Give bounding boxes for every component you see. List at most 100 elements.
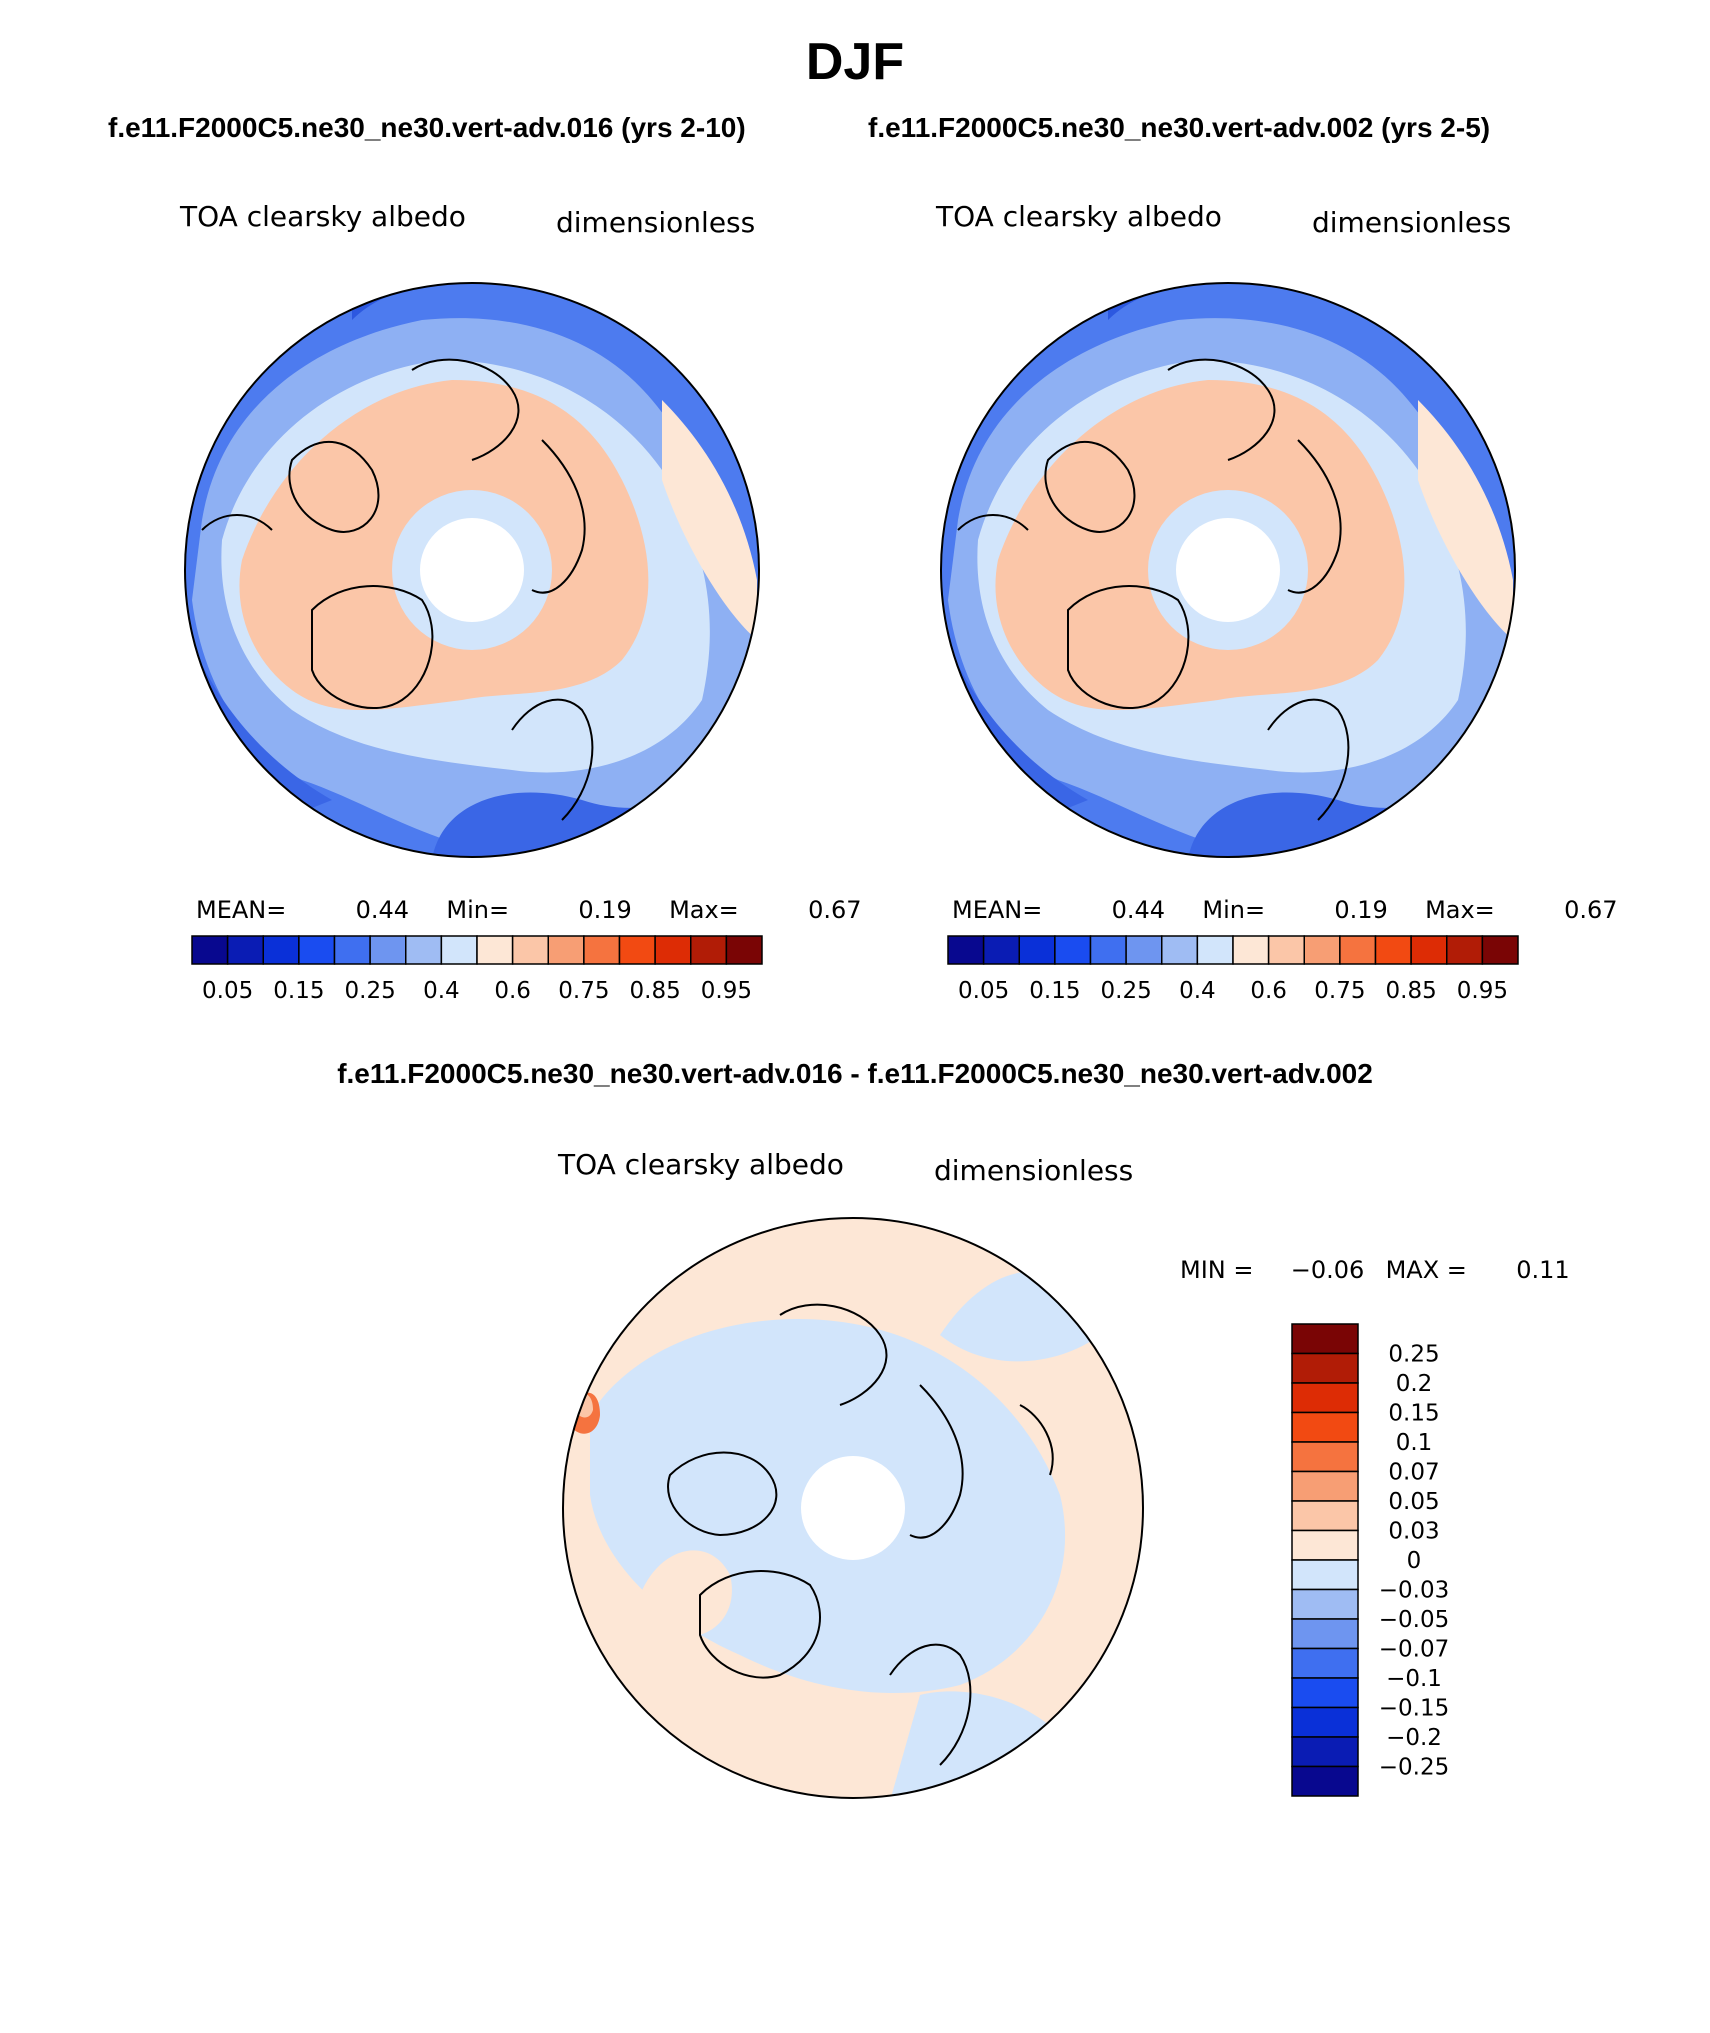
colorbar-tick-label: 0.05 <box>202 978 253 1004</box>
colorbar-swatch <box>1089 935 1127 965</box>
colorbar-tick-label: 0.25 <box>1101 978 1152 1004</box>
colorbar-swatch <box>298 935 336 965</box>
colorbar-tick-label: 0.15 <box>273 978 324 1004</box>
colorbar-tick-label: 0.85 <box>630 978 681 1004</box>
colorbar-tick-label: 0.4 <box>1179 978 1216 1004</box>
colorbar-swatch <box>1339 935 1377 965</box>
panel1-colorbar: 0.05 0.15 0.25 0.4 0.6 0.75 0.85 0.95 <box>191 935 763 1004</box>
panel1-units-label: dimensionless <box>556 206 756 239</box>
colorbar-tick-label: −0.03 <box>1379 1578 1449 1604</box>
colorbar-swatch <box>369 935 407 965</box>
colorbar-tick-label: 0.6 <box>494 978 531 1004</box>
panel2-mean-value: 0.44 <box>1111 896 1166 924</box>
colorbar-swatch <box>690 935 728 965</box>
colorbar-swatch <box>1125 935 1163 965</box>
colorbar-tick-label: 0.2 <box>1396 1371 1433 1397</box>
colorbar-swatch <box>547 935 585 965</box>
colorbar-swatch <box>1267 935 1305 965</box>
colorbar-tick-label: 0.15 <box>1388 1401 1439 1427</box>
panel3-min-label: MIN = <box>1180 1256 1254 1284</box>
colorbar-tick-label: −0.1 <box>1386 1666 1442 1692</box>
colorbar-tick-label: 0.25 <box>1388 1342 1439 1368</box>
colorbar-swatch <box>982 935 1020 965</box>
colorbar-swatch <box>511 935 549 965</box>
colorbar-swatch <box>1018 935 1056 965</box>
panel3-variable-label: TOA clearsky albedo <box>558 1148 844 1181</box>
colorbar-swatch <box>333 935 371 965</box>
colorbar-swatch <box>226 935 264 965</box>
colorbar-swatch <box>1291 1382 1359 1414</box>
panel2-min-label: Min= <box>1202 896 1266 924</box>
colorbar-swatch <box>583 935 621 965</box>
colorbar-tick-label: −0.15 <box>1379 1696 1449 1722</box>
colorbar-swatch <box>1291 1618 1359 1650</box>
colorbar-tick-label: −0.07 <box>1379 1637 1449 1663</box>
panel2-polar-map <box>940 282 1516 858</box>
colorbar-swatch <box>1291 1441 1359 1473</box>
panel2-stats: MEAN= 0.44 Min= 0.19 Max= 0.67 <box>952 896 1618 924</box>
colorbar-swatch <box>947 935 985 965</box>
panel1-max-label: Max= <box>669 896 739 924</box>
panel1-mean-value: 0.44 <box>355 896 410 924</box>
panel1-stats: MEAN= 0.44 Min= 0.19 Max= 0.67 <box>196 896 862 924</box>
colorbar-swatch <box>1291 1706 1359 1738</box>
panel3-max-label: MAX = <box>1385 1256 1467 1284</box>
colorbar-swatch <box>1291 1736 1359 1768</box>
colorbar-tick-label: 0.6 <box>1250 978 1287 1004</box>
colorbar-swatch <box>262 935 300 965</box>
colorbar-swatch <box>1446 935 1484 965</box>
colorbar-tick-label: 0.05 <box>1388 1489 1439 1515</box>
colorbar-tick-label: 0.75 <box>1314 978 1365 1004</box>
colorbar-tick-label: 0.03 <box>1388 1519 1439 1545</box>
colorbar-tick-label: 0.15 <box>1029 978 1080 1004</box>
panel2-variable-label: TOA clearsky albedo <box>936 200 1222 233</box>
panel2-colorbar: 0.05 0.15 0.25 0.4 0.6 0.75 0.85 0.95 <box>947 935 1519 1004</box>
difference-title: f.e11.F2000C5.ne30_ne30.vert-adv.016 - f… <box>337 1058 1373 1089</box>
panel2-units-label: dimensionless <box>1312 206 1512 239</box>
panel3-max-value: 0.11 <box>1516 1256 1570 1284</box>
panel2-max-value: 0.67 <box>1564 896 1618 924</box>
panel3-colorbar: 0.25 0.2 0.15 0.1 0.07 0.05 0.03 0 −0.03 −0.05 −0.… <box>1291 1323 1449 1797</box>
colorbar-swatch <box>1291 1559 1359 1591</box>
panel2-mean-label: MEAN= <box>952 896 1043 924</box>
left-case-title: f.e11.F2000C5.ne30_ne30.vert-adv.016 (yr… <box>108 112 746 143</box>
colorbar-swatch <box>1054 935 1092 965</box>
colorbar-swatch <box>1481 935 1519 965</box>
colorbar-swatch <box>1232 935 1270 965</box>
colorbar-swatch <box>618 935 656 965</box>
colorbar-swatch <box>1291 1765 1359 1797</box>
colorbar-tick-label: −0.2 <box>1386 1725 1442 1751</box>
colorbar-tick-label: 0.85 <box>1386 978 1437 1004</box>
panel3-units-label: dimensionless <box>934 1154 1134 1187</box>
panel2-min-value: 0.19 <box>1334 896 1388 924</box>
panel1-min-label: Min= <box>446 896 510 924</box>
colorbar-tick-label: −0.25 <box>1379 1755 1449 1781</box>
colorbar-swatch <box>1291 1323 1359 1355</box>
panel3-polar-map <box>562 1217 1144 1799</box>
colorbar-tick-label: 0.25 <box>345 978 396 1004</box>
figure-title: DJF <box>805 33 905 91</box>
colorbar-swatch <box>654 935 692 965</box>
panel1-min-value: 0.19 <box>578 896 632 924</box>
colorbar-swatch <box>1291 1588 1359 1620</box>
panel2-max-label: Max= <box>1425 896 1495 924</box>
colorbar-swatch <box>1291 1470 1359 1502</box>
colorbar-tick-label: 0.95 <box>1457 978 1508 1004</box>
colorbar-swatch <box>476 935 514 965</box>
panel1-variable-label: TOA clearsky albedo <box>180 200 466 233</box>
colorbar-tick-label: 0 <box>1407 1548 1422 1574</box>
colorbar-swatch <box>405 935 443 965</box>
colorbar-swatch <box>191 935 229 965</box>
colorbar-tick-label: 0.4 <box>423 978 460 1004</box>
colorbar-swatch <box>1291 1411 1359 1443</box>
colorbar-swatch <box>1161 935 1199 965</box>
colorbar-swatch <box>725 935 763 965</box>
colorbar-tick-label: 0.95 <box>701 978 752 1004</box>
colorbar-swatch <box>1374 935 1412 965</box>
panel3-stats: MIN = −0.06 MAX = 0.11 <box>1180 1256 1570 1284</box>
colorbar-swatch <box>1196 935 1234 965</box>
colorbar-swatch <box>1291 1677 1359 1709</box>
colorbar-swatch <box>1291 1529 1359 1561</box>
colorbar-tick-label: 0.05 <box>958 978 1009 1004</box>
panel1-polar-map <box>184 282 760 858</box>
